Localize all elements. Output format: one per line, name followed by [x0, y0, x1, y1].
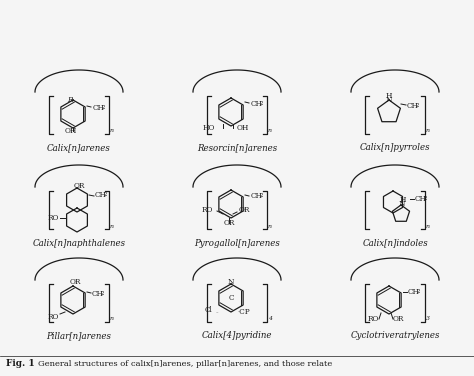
Text: N: N — [228, 278, 234, 286]
Text: RO: RO — [368, 315, 379, 323]
Text: 2: 2 — [102, 105, 105, 110]
Text: 4: 4 — [268, 317, 272, 321]
Text: ·CP: ·CP — [237, 308, 250, 316]
Text: 2: 2 — [101, 291, 104, 296]
Text: RO: RO — [47, 214, 59, 222]
Text: OR: OR — [223, 219, 235, 227]
Text: n: n — [110, 223, 114, 229]
Text: 2: 2 — [260, 193, 264, 198]
Text: Pyrogallol[n]arenes: Pyrogallol[n]arenes — [194, 238, 280, 247]
Text: n: n — [110, 129, 114, 133]
Text: Cyclotriveratrylenes: Cyclotriveratrylenes — [350, 332, 440, 341]
Text: CH: CH — [251, 192, 263, 200]
Text: n: n — [110, 317, 114, 321]
Text: OR: OR — [73, 182, 85, 190]
Text: H: H — [386, 92, 392, 100]
Text: 2: 2 — [104, 192, 108, 197]
Text: OH: OH — [237, 124, 249, 132]
Text: R: R — [67, 96, 73, 104]
Text: n: n — [268, 223, 272, 229]
Text: H: H — [400, 196, 406, 204]
Text: OH: OH — [65, 127, 77, 135]
Text: RO: RO — [47, 313, 59, 321]
Text: Fig. 1: Fig. 1 — [6, 359, 35, 368]
Text: Calix[n]pyrroles: Calix[n]pyrroles — [360, 144, 430, 153]
Text: HO: HO — [202, 124, 215, 132]
Text: N: N — [386, 96, 392, 104]
Text: CH: CH — [407, 102, 419, 110]
Text: 3: 3 — [426, 317, 430, 321]
Text: OR: OR — [239, 206, 250, 214]
Text: n: n — [268, 129, 272, 133]
Text: Calix[n]arenes: Calix[n]arenes — [47, 144, 111, 153]
Text: 2: 2 — [417, 289, 420, 294]
Text: n: n — [426, 223, 430, 229]
Text: OR: OR — [393, 315, 404, 323]
Text: CH: CH — [92, 290, 104, 298]
Text: Calix[4]pyridine: Calix[4]pyridine — [202, 332, 272, 341]
Text: 2: 2 — [260, 101, 264, 106]
Text: n: n — [426, 129, 430, 133]
Text: CH: CH — [408, 288, 420, 296]
Text: General structures of calix[n]arenes, pillar[n]arenes, and those relate: General structures of calix[n]arenes, pi… — [38, 360, 332, 368]
Text: Calix[n]indoles: Calix[n]indoles — [362, 238, 428, 247]
Text: CH: CH — [95, 191, 107, 199]
Text: ⁻: ⁻ — [215, 311, 218, 316]
Text: 2: 2 — [416, 103, 419, 108]
Text: CH: CH — [93, 104, 105, 112]
Text: Resorcin[n]arenes: Resorcin[n]arenes — [197, 144, 277, 153]
Text: Cl: Cl — [205, 306, 213, 314]
Text: CH: CH — [415, 195, 427, 203]
Text: RO: RO — [201, 206, 213, 214]
Text: C: C — [228, 294, 234, 302]
Text: Pillar[n]arenes: Pillar[n]arenes — [46, 332, 111, 341]
Text: 2: 2 — [424, 196, 428, 201]
Text: OR: OR — [69, 278, 81, 286]
Text: Calix[n]naphthalenes: Calix[n]naphthalenes — [33, 238, 126, 247]
Text: N: N — [399, 200, 405, 208]
Text: CH: CH — [251, 100, 263, 108]
